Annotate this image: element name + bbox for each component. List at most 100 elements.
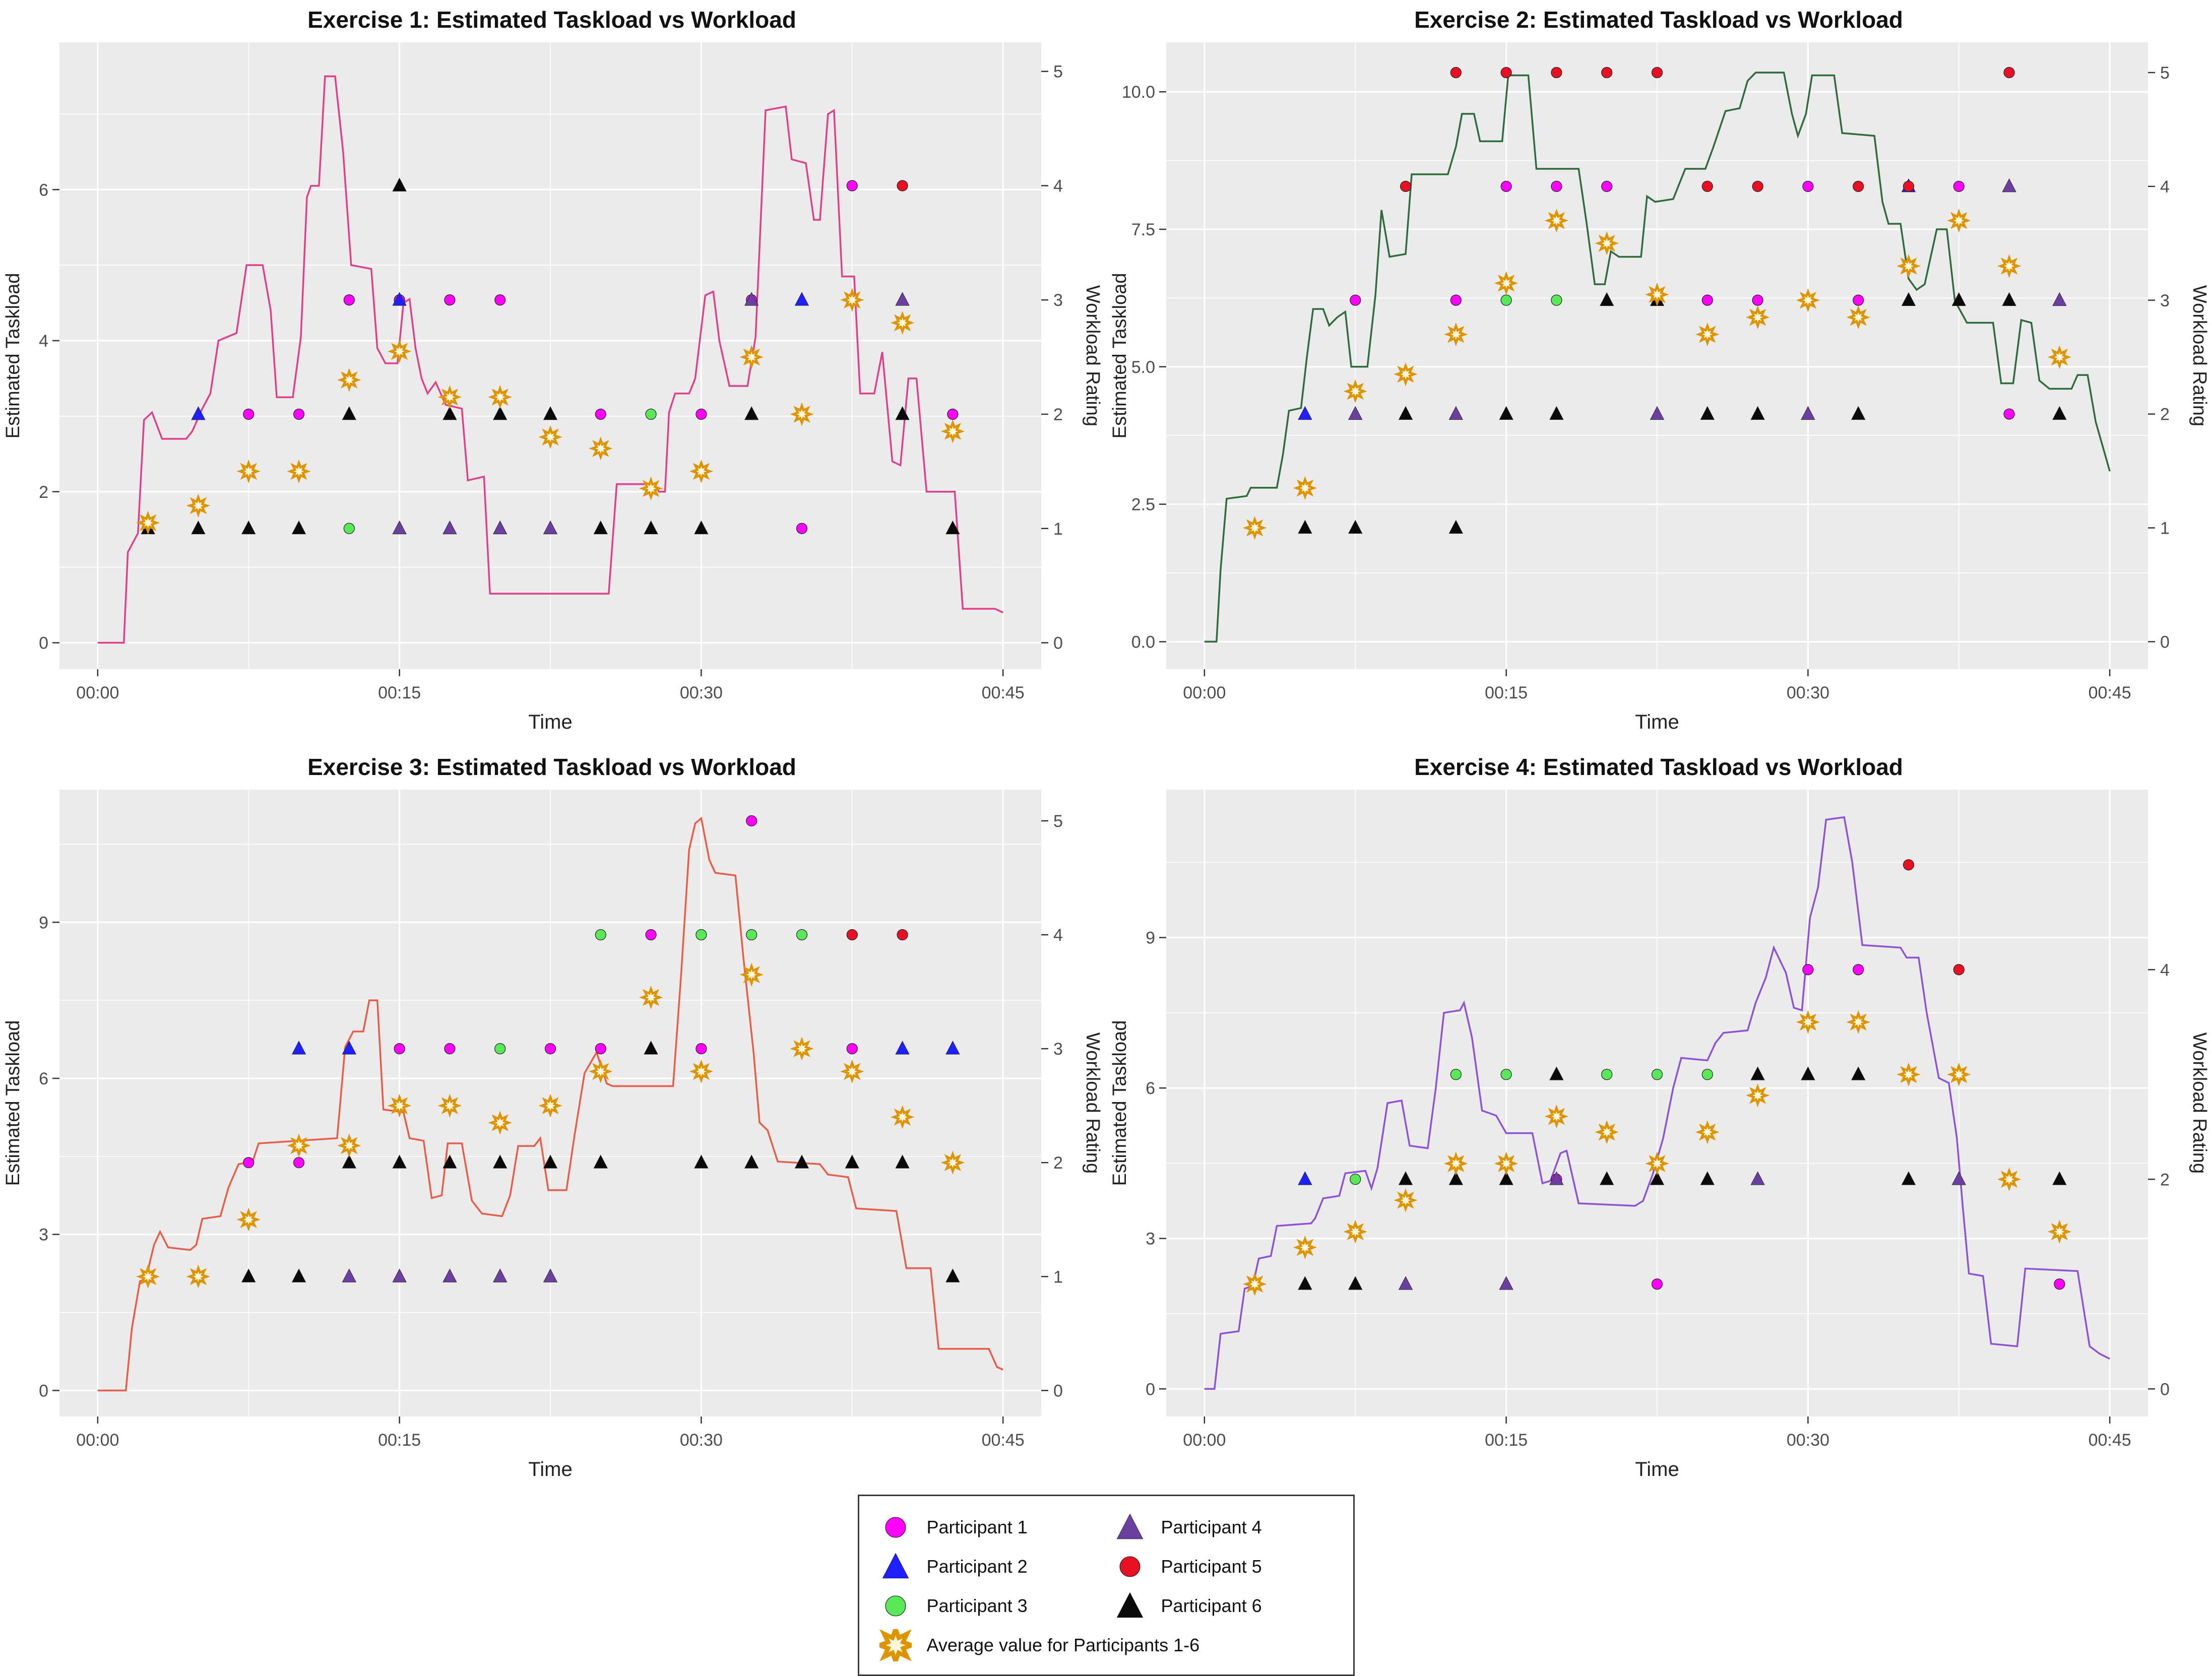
legend-label: Participant 5 [1161, 1556, 1262, 1577]
scatter-point-star [1645, 1151, 1669, 1176]
scatter-points [1242, 859, 2072, 1297]
chart-text: 0 [2160, 632, 2170, 652]
chart-text: 0 [1053, 1381, 1063, 1400]
scatter-point-triangle [241, 1268, 256, 1282]
scatter-point-triangle [1801, 406, 1815, 420]
taskload-line [1204, 816, 2110, 1390]
legend-item: Participant 3 [879, 1590, 1099, 1622]
legend-label: Participant 6 [1161, 1595, 1262, 1616]
chart-text: 5 [1053, 62, 1063, 82]
participant-circle-icon [1119, 1556, 1141, 1577]
scatter-point-circle [696, 929, 707, 941]
chart-text: 9 [1146, 929, 1155, 948]
scatter-point-star [739, 962, 764, 987]
chart-text: 2 [39, 483, 48, 502]
scatter-point-triangle [895, 1154, 910, 1169]
scatter-point-star [1394, 1188, 1418, 1212]
scatter-point-circle [1551, 294, 1562, 306]
scatter-point-triangle [342, 1268, 356, 1282]
scatter-point-star [1595, 1120, 1619, 1144]
scatter-point-star [790, 1037, 814, 1061]
axis-ticks: 00:00 00:15 00:30 00:45 0 3 6 9 0 1 2 3 4 5 [39, 812, 1063, 1450]
scatter-point-triangle [1549, 1066, 1564, 1080]
scatter-point-star [437, 1093, 462, 1118]
scatter-point-triangle [1298, 1171, 1312, 1185]
scatter-point-triangle [945, 520, 960, 535]
taskload-line [97, 816, 1003, 1392]
legend-item: Participant 1 [879, 1511, 1099, 1543]
legend-item: Average value for Participants 1-6 [879, 1629, 1333, 1661]
legend-label: Participant 1 [926, 1517, 1028, 1537]
scatter-point-triangle [1298, 520, 1312, 534]
scatter-point-star [1745, 305, 1770, 330]
scatter-point-star [538, 1093, 562, 1118]
scatter-point-circle [595, 929, 606, 941]
scatter-point-star [689, 459, 714, 484]
scatter-point-triangle [1650, 1171, 1665, 1185]
scatter-point-triangle [543, 1268, 558, 1282]
scatter-point-triangle [1116, 1592, 1143, 1618]
scatter-point-circle [394, 1043, 405, 1055]
scatter-point-circle [846, 1043, 858, 1055]
scatter-point-circle [2003, 408, 2015, 420]
exercise-3-plot: 00:00 00:15 00:30 00:45 0 3 6 9 0 1 2 3 4 5 Estimated … [3, 790, 1103, 1480]
scatter-points [136, 177, 965, 535]
gridlines [1166, 790, 2148, 1416]
scatter-point-triangle [895, 292, 910, 306]
chart-text: 0.0 [1131, 632, 1155, 652]
scatter-point-circle [884, 1517, 906, 1538]
chart-text: 1 [1053, 1267, 1063, 1286]
scatter-point-circle [444, 294, 456, 306]
legend-item: Participant 6 [1114, 1590, 1333, 1622]
chart-text: 3 [2160, 291, 2170, 310]
scatter-point-star [1947, 209, 1971, 233]
chart-text: 6 [39, 180, 48, 200]
scatter-point-circle [444, 1043, 456, 1055]
scatter-point-circle [1903, 180, 1915, 192]
scatter-point-triangle [342, 1154, 356, 1169]
scatter-point-circle [2054, 1278, 2065, 1290]
scatter-point-circle [1651, 67, 1663, 79]
scatter-point-circle [1853, 180, 1864, 192]
scatter-point-star [1444, 1151, 1468, 1176]
scatter-point-star [1947, 1062, 1971, 1087]
chart-text: 00:45 [2089, 1431, 2131, 1450]
chart-title-exercise-1: Exercise 1: Estimated Taskload vs Worklo… [307, 7, 796, 33]
scatter-point-star [136, 510, 160, 535]
chart-text: 3 [39, 1226, 48, 1245]
scatter-point-triangle [744, 292, 759, 306]
scatter-point-triangle [1549, 1171, 1564, 1185]
scatter-point-star [1343, 379, 1367, 404]
scatter-point-circle [696, 408, 707, 420]
scatter-point-triangle [443, 406, 457, 420]
chart-text: 2 [1053, 405, 1063, 424]
axis-titles: Estimated Taskload Workload Rating Time [3, 273, 1103, 733]
scatter-point-circle [243, 408, 255, 420]
scatter-point-circle [746, 815, 757, 827]
scatter-point-triangle [945, 1268, 960, 1282]
chart-text: Estimated Taskload [1109, 273, 1130, 439]
scatter-point-star [1695, 322, 1720, 347]
scatter-point-circle [343, 294, 355, 306]
scatter-point-triangle [1901, 1171, 1916, 1185]
chart-text: 6 [1146, 1079, 1155, 1098]
charts-grid: Exercise 1: Estimated Taskload vs Worklo… [3, 7, 2210, 1480]
scatter-point-star [1444, 322, 1468, 347]
chart-text: 00:45 [982, 1431, 1025, 1450]
scatter-point-triangle [1600, 1171, 1614, 1185]
scatter-point-triangle [493, 520, 508, 535]
scatter-point-triangle [2002, 292, 2016, 306]
chart-text: 7.5 [1131, 220, 1155, 239]
chart-text: 2 [2160, 405, 2170, 424]
legend-label: Participant 3 [926, 1595, 1028, 1616]
scatter-point-circle [1551, 180, 1562, 192]
scatter-point-star [1494, 1151, 1519, 1176]
scatter-point-star [1343, 1219, 1367, 1244]
chart-text: 5.0 [1131, 358, 1155, 377]
scatter-point-star [1242, 1272, 1267, 1297]
chart-text: 00:30 [1787, 683, 1829, 702]
scatter-point-star [186, 493, 211, 518]
exercise-1-plot: 00:00 00:15 00:30 00:45 0 2 4 6 0 1 2 3 4 5 Estimated … [3, 42, 1103, 733]
axis-ticks: 00:00 00:15 00:30 00:45 0 3 6 9 0 2 4 [1146, 929, 2170, 1450]
scatter-point-triangle [1448, 406, 1463, 420]
